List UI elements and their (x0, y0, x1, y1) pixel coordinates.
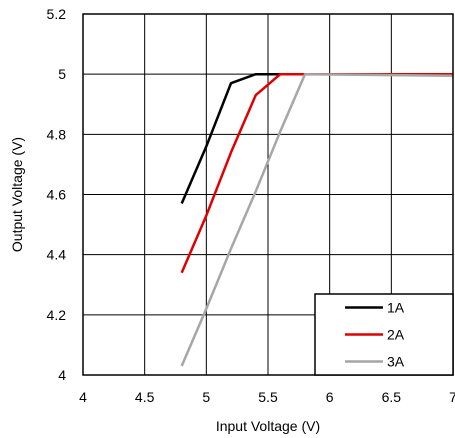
x-tick-label: 7 (449, 389, 455, 405)
y-tick-label: 4.4 (47, 247, 67, 263)
series-lines (180, 72, 454, 367)
x-tick-label: 4.5 (135, 389, 155, 405)
plot-frame (82, 13, 454, 376)
legend-label-3A: 3A (387, 354, 405, 370)
x-tick-label: 4 (79, 389, 87, 405)
x-tick-label: 5 (202, 389, 210, 405)
y-axis-title: Output Voltage (V) (9, 137, 25, 252)
legend-label-1A: 1A (387, 300, 405, 316)
x-tick-label: 5.5 (258, 389, 278, 405)
y-tick-label: 5 (58, 66, 66, 82)
series-line-3A (180, 72, 454, 367)
y-tick-label: 4.8 (47, 126, 67, 142)
legend: 1A 2A 3A (314, 293, 454, 376)
y-tick-label: 4 (58, 367, 66, 383)
x-tick-label: 6 (326, 389, 334, 405)
y-tick-label: 5.2 (47, 6, 67, 22)
x-tick-label: 6.5 (382, 389, 402, 405)
y-tick-label: 4.2 (47, 307, 67, 323)
x-axis-title: Input Voltage (V) (216, 418, 320, 434)
tick-labels: 4 4.5 5 5.5 6 6.5 7 4 4.2 4.4 4.6 4.8 5 5.2 (47, 6, 455, 405)
legend-box (314, 293, 454, 376)
y-tick-label: 4.6 (47, 187, 67, 203)
legend-label-2A: 2A (387, 327, 405, 343)
